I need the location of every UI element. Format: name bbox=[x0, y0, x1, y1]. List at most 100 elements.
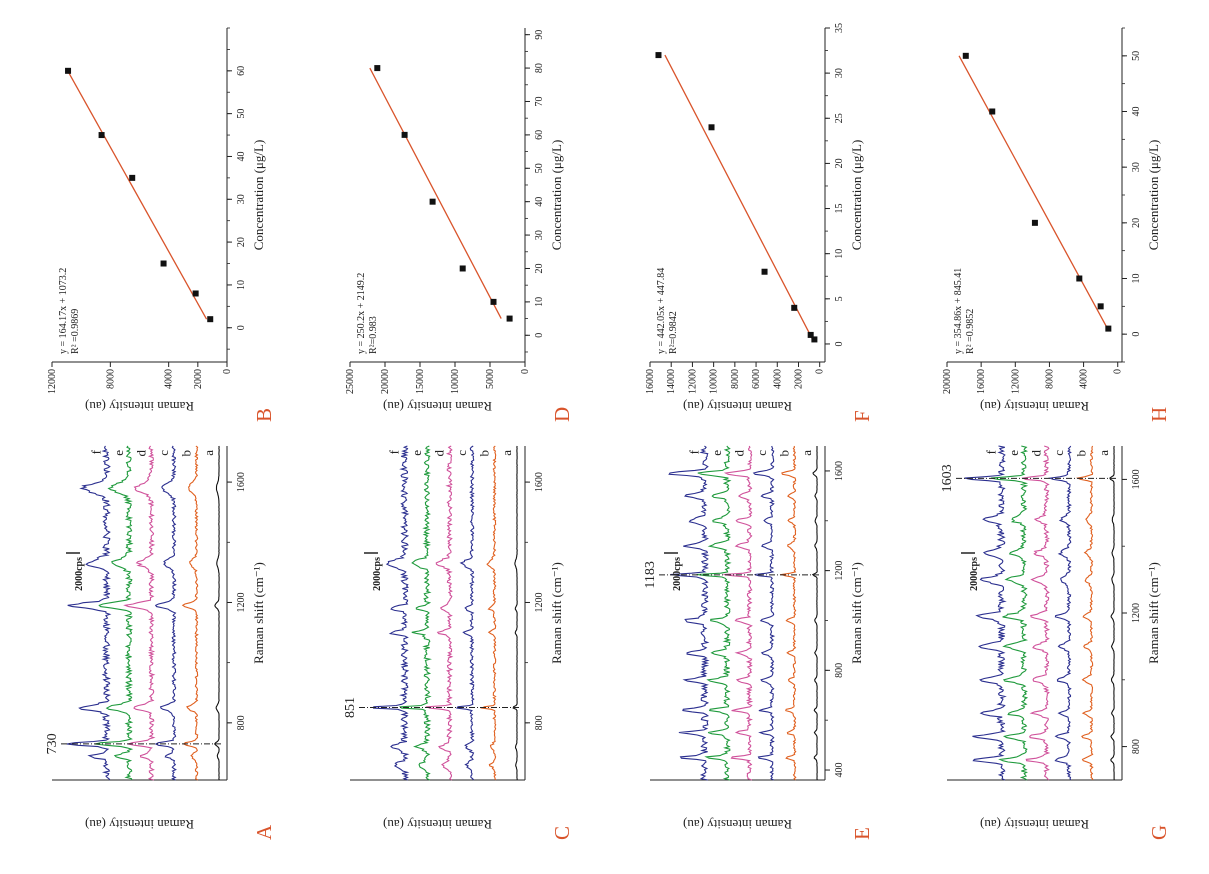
data-point bbox=[374, 65, 381, 72]
y-tick-label: 12000 bbox=[47, 369, 58, 394]
y-tick-label: 6000 bbox=[751, 369, 762, 389]
x-axis-title: Raman shift (cm⁻¹) bbox=[251, 562, 266, 664]
panel-f: F 0 5 10 15 20 25 30 35 Concentration (μg/L) Raman… bbox=[645, 23, 874, 422]
y-tick-label: 10000 bbox=[709, 369, 720, 394]
x-tick-label: 400 bbox=[834, 763, 845, 778]
curve-label: a bbox=[201, 450, 216, 456]
spectrum-line bbox=[752, 445, 776, 781]
peak-label: 730 bbox=[45, 733, 60, 754]
x-tick-label: 10 bbox=[834, 249, 845, 259]
y-tick-label: 0 bbox=[520, 369, 531, 374]
scale-label: 2000cps bbox=[74, 557, 85, 591]
y-tick-label: 20000 bbox=[942, 369, 953, 394]
x-tick-label: 800 bbox=[534, 715, 545, 730]
peak-label: 1603 bbox=[940, 464, 955, 492]
data-point bbox=[401, 131, 408, 138]
y-tick-label: 5000 bbox=[485, 369, 496, 389]
data-point bbox=[192, 290, 199, 297]
x-tick-label: 40 bbox=[1131, 107, 1142, 117]
x-tick-label: 800 bbox=[1131, 739, 1142, 754]
fit-line bbox=[958, 55, 1109, 329]
x-tick-label: 1600 bbox=[834, 461, 845, 481]
data-point bbox=[708, 124, 715, 131]
y-tick-label: 10000 bbox=[450, 369, 461, 394]
fit-r-squared: R² =0.9852 bbox=[965, 309, 976, 354]
x-tick-label: 20 bbox=[1131, 218, 1142, 228]
curve-label: d bbox=[732, 450, 747, 457]
data-point bbox=[989, 108, 996, 115]
x-tick-label: 60 bbox=[534, 130, 545, 140]
fit-r-squared: R² =0.9869 bbox=[70, 309, 81, 354]
x-tick-label: 0 bbox=[236, 325, 247, 330]
x-tick-label: 50 bbox=[236, 109, 247, 119]
x-tick-label: 50 bbox=[534, 163, 545, 173]
x-tick-label: 1200 bbox=[534, 592, 545, 612]
spectrum-line bbox=[991, 445, 1029, 781]
data-point bbox=[655, 52, 662, 59]
spectrum-line bbox=[779, 445, 797, 781]
y-tick-label: 25000 bbox=[345, 369, 356, 394]
spectrum-line bbox=[723, 445, 754, 781]
x-tick-label: 1600 bbox=[534, 472, 545, 492]
x-tick-label: 5 bbox=[834, 296, 845, 301]
x-axis-title: Concentration (μg/L) bbox=[849, 140, 864, 251]
x-axis-title: Raman shift (cm⁻¹) bbox=[1146, 562, 1161, 664]
spectrum-line bbox=[66, 445, 112, 781]
curve-label: c bbox=[1051, 450, 1066, 456]
data-point bbox=[98, 132, 105, 139]
spectrum-line bbox=[512, 445, 518, 781]
x-axis-title: Concentration (μg/L) bbox=[251, 140, 266, 251]
spectrum-line bbox=[1109, 445, 1115, 781]
fit-equation: y = 250.2x + 2149.2 bbox=[356, 273, 367, 354]
spectrum-line bbox=[668, 445, 710, 781]
spectrum-line bbox=[154, 445, 177, 781]
data-point bbox=[1076, 275, 1083, 282]
data-point bbox=[791, 304, 798, 311]
panel-h: H 0 10 20 30 40 50 Concentration (μg/L) Raman in… bbox=[942, 27, 1171, 422]
curve-label: b bbox=[1074, 450, 1089, 457]
x-tick-label: 30 bbox=[236, 194, 247, 204]
scale-label: 2000cps bbox=[372, 557, 383, 591]
fit-r-squared: R²=0.983 bbox=[368, 316, 379, 354]
x-tick-label: 25 bbox=[834, 113, 845, 123]
panel-label: F bbox=[850, 410, 874, 422]
spectrum-line bbox=[123, 445, 156, 781]
curve-label: a bbox=[1096, 450, 1111, 456]
y-tick-label: 0 bbox=[815, 369, 826, 374]
spectrum-line bbox=[1021, 445, 1051, 781]
curve-label: e bbox=[409, 450, 424, 456]
scale-label: 2000cps bbox=[969, 557, 980, 591]
panel-c: C 800 1200 1600 Raman shift (cm⁻¹) Raman inte… bbox=[343, 445, 574, 840]
spectrum-line bbox=[480, 445, 497, 781]
x-tick-label: 80 bbox=[534, 63, 545, 73]
x-tick-label: 20 bbox=[534, 263, 545, 273]
x-tick-label: 0 bbox=[834, 341, 845, 346]
panel-b: B 0 10 20 30 40 50 60 Concentration (μg/L) Raman … bbox=[47, 27, 276, 422]
curve-label: d bbox=[134, 450, 149, 457]
curve-label: f bbox=[89, 449, 104, 454]
data-point bbox=[506, 315, 513, 322]
scale-label: 2000cps bbox=[672, 557, 683, 591]
x-tick-label: 35 bbox=[834, 23, 845, 33]
x-tick-label: 1600 bbox=[1131, 469, 1142, 489]
x-axis-title: Concentration (μg/L) bbox=[1146, 140, 1161, 251]
spectrum-line bbox=[964, 445, 1007, 781]
curve-label: f bbox=[984, 449, 999, 454]
x-axis-title: Raman shift (cm⁻¹) bbox=[549, 562, 564, 664]
y-tick-label: 12000 bbox=[1010, 369, 1021, 394]
data-point bbox=[811, 336, 818, 343]
x-tick-label: 1200 bbox=[834, 561, 845, 581]
curve-label: e bbox=[111, 450, 126, 456]
x-tick-label: 1200 bbox=[236, 592, 247, 612]
x-tick-label: 0 bbox=[1131, 332, 1142, 337]
x-axis-title: Raman shift (cm⁻¹) bbox=[849, 562, 864, 664]
data-point bbox=[1031, 219, 1038, 226]
x-tick-label: 30 bbox=[1131, 162, 1142, 172]
data-point bbox=[459, 265, 466, 272]
y-tick-label: 4000 bbox=[1079, 369, 1090, 389]
x-tick-label: 10 bbox=[534, 297, 545, 307]
curve-label: f bbox=[387, 449, 402, 454]
curve-label: a bbox=[799, 450, 814, 456]
x-tick-label: 15 bbox=[834, 204, 845, 214]
